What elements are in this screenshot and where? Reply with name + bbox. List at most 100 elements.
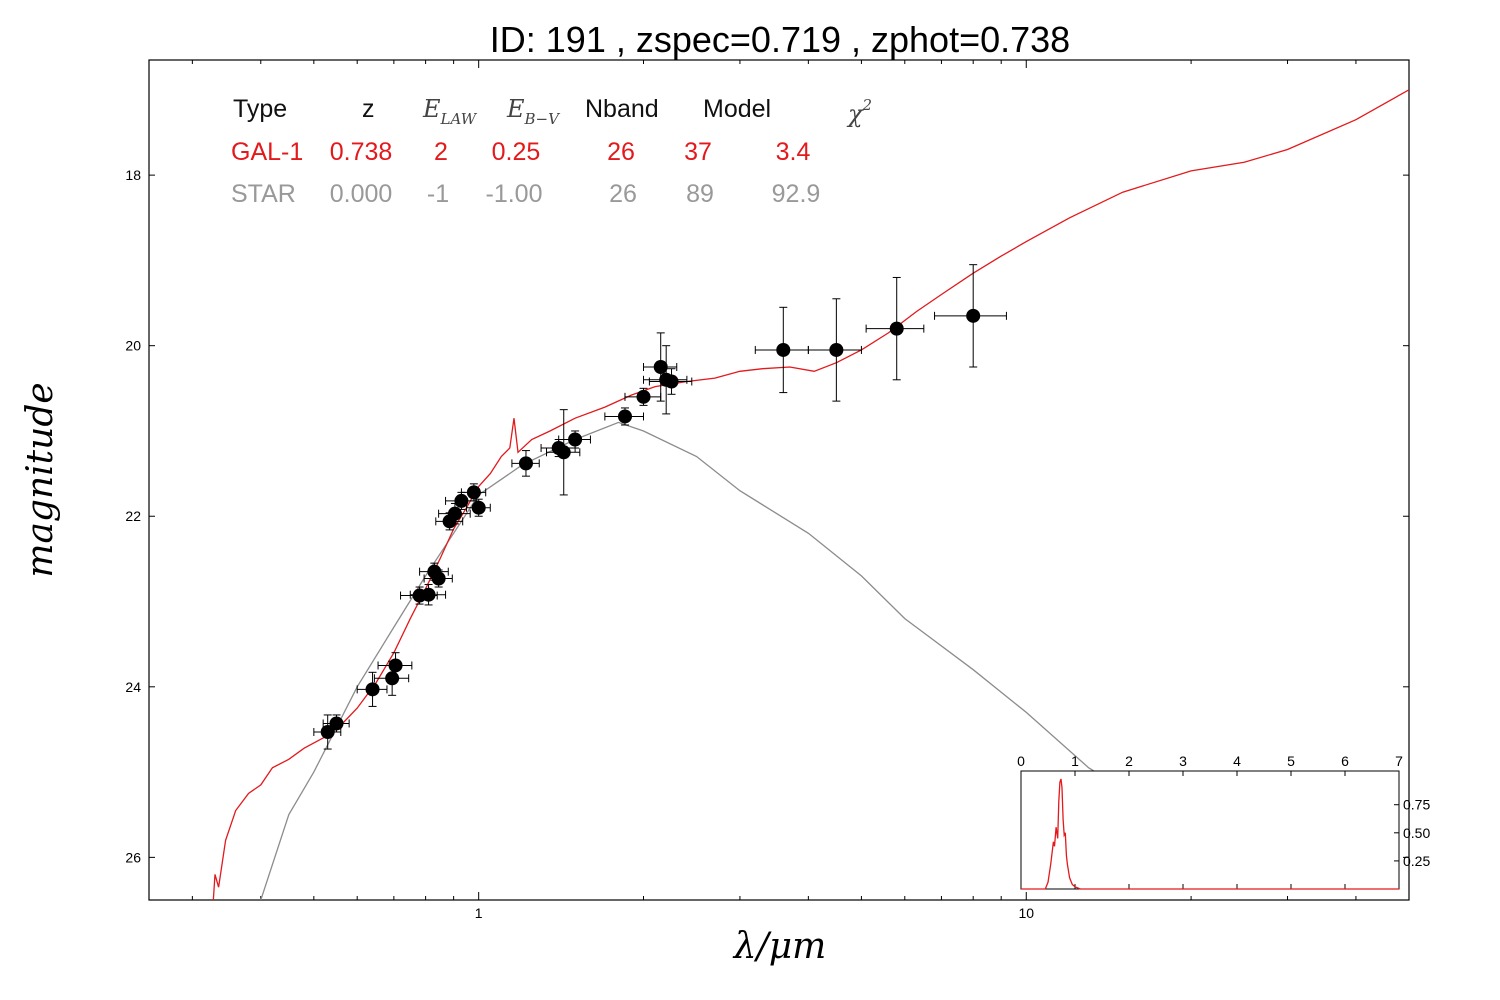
data-point: [438, 502, 471, 525]
data-point: [423, 569, 453, 588]
data-point-marker: [568, 432, 583, 447]
inset-x-tick-label: 2: [1125, 753, 1133, 769]
cell-nband: 26: [607, 138, 635, 166]
cell-model: 89: [686, 180, 714, 208]
data-point: [807, 298, 862, 402]
data-point: [460, 483, 487, 502]
inset-y-tick-label: 0.75: [1403, 797, 1430, 813]
cell-model: 37: [684, 138, 712, 166]
y-tick-label: 20: [125, 338, 141, 354]
y-tick-label: 24: [125, 679, 141, 695]
header-elaw-main: E: [422, 95, 441, 123]
data-point-marker: [556, 445, 571, 460]
cell-type: STAR: [231, 180, 296, 208]
cell-nband: 26: [609, 180, 637, 208]
header-chi2-sup: 2: [862, 96, 873, 114]
inset-x-tick-label: 7: [1395, 753, 1403, 769]
data-point-marker: [329, 716, 344, 731]
inset-frame: [1020, 770, 1400, 890]
data-point-marker: [447, 506, 462, 521]
data-point-marker: [889, 321, 904, 336]
header-type: Type: [233, 95, 287, 123]
photometry-points: [313, 264, 1007, 750]
data-point: [545, 409, 581, 496]
data-point: [356, 671, 388, 707]
data-point: [465, 498, 491, 517]
data-point-marker: [466, 485, 481, 500]
y-tick-label: 26: [125, 849, 141, 865]
data-point-marker: [431, 571, 446, 586]
header-ebv-main: E: [506, 95, 525, 123]
y-tick-label: 18: [125, 167, 141, 183]
header-elaw-sub: LAW: [440, 110, 478, 128]
data-point: [511, 450, 540, 477]
data-point: [643, 332, 678, 402]
cell-ebv: 0.25: [492, 138, 541, 166]
header-elaw: ELAW: [422, 95, 478, 128]
data-point: [648, 368, 693, 395]
data-point-marker: [664, 374, 679, 389]
data-point-marker: [365, 682, 380, 697]
data-point-marker: [471, 500, 486, 515]
cell-chi2: 3.4: [776, 138, 811, 166]
cell-elaw: 2: [434, 138, 448, 166]
header-ebv-sub: B−V: [524, 110, 562, 128]
inset-x-tick-label: 3: [1179, 753, 1187, 769]
header-model: Model: [703, 95, 771, 123]
inset-pdz-line: [1021, 778, 1399, 890]
inset-y-tick-label: 0.25: [1403, 853, 1430, 869]
y-axis-label: magnitude: [20, 382, 61, 577]
data-point: [865, 276, 925, 381]
galaxy-model-line: [212, 89, 1409, 900]
data-point-marker: [320, 725, 335, 739]
data-point-marker: [388, 658, 403, 673]
inset-ticks: 0 1 2 3 4 5 6 7 0.25 0.50 0.75: [1017, 753, 1430, 889]
chart-title: ID: 191 , zspec=0.719 , zphot=0.738: [490, 19, 1070, 60]
header-nband: Nband: [585, 95, 659, 123]
fit-summary-table: Type z ELAW EB−V Nband Model χ2 GAL-1 0.…: [231, 95, 872, 208]
data-point: [604, 407, 645, 426]
inset-x-tick-label: 1: [1071, 753, 1079, 769]
cell-elaw: -1: [427, 180, 449, 208]
data-point-marker: [617, 409, 632, 424]
data-point: [409, 583, 447, 606]
data-point-marker: [966, 308, 981, 323]
data-point: [934, 264, 1007, 368]
data-point-marker: [776, 342, 791, 357]
cell-ebv: -1.00: [486, 180, 543, 208]
data-point-marker: [454, 493, 469, 508]
cell-z: 0.738: [330, 138, 393, 166]
data-point-marker: [829, 342, 844, 357]
inset-x-tick-label: 6: [1341, 753, 1349, 769]
header-z: z: [362, 95, 375, 123]
inset-x-tick-label: 4: [1233, 753, 1241, 769]
row-star: STAR 0.000 -1 -1.00 26 89 92.9: [231, 180, 820, 208]
inset-y-tick-label: 0.50: [1403, 825, 1430, 841]
inset-x-tick-label: 5: [1287, 753, 1295, 769]
data-point-marker: [653, 360, 668, 375]
plot-frame: [148, 59, 1410, 901]
row-galaxy: GAL-1 0.738 2 0.25 26 37 3.4: [231, 138, 810, 166]
cell-type: GAL-1: [231, 138, 303, 166]
data-point: [313, 714, 342, 750]
header-chi2: χ2: [846, 96, 872, 128]
data-point-marker: [636, 389, 651, 404]
pdz-inset: 0 1 2 3 4 5 6 7 0.25 0.50 0.75: [1017, 753, 1430, 890]
x-tick-label: 10: [1018, 905, 1034, 921]
tick-labels: 18 20 22 24 26 1 10: [125, 167, 1034, 921]
header-chi2-main: χ: [846, 100, 864, 128]
data-point: [558, 430, 591, 449]
cell-chi2: 92.9: [772, 180, 821, 208]
data-point: [377, 652, 413, 679]
y-tick-label: 22: [125, 508, 141, 524]
data-point-marker: [421, 587, 436, 602]
data-point: [322, 714, 350, 733]
x-tick-label: 1: [475, 905, 483, 921]
data-point-marker: [518, 456, 533, 471]
cell-z: 0.000: [330, 180, 393, 208]
header-ebv: EB−V: [506, 95, 561, 128]
x-axis-label: λ/μm: [732, 926, 826, 967]
star-model-line: [260, 421, 1153, 900]
inset-x-tick-label: 0: [1017, 753, 1025, 769]
